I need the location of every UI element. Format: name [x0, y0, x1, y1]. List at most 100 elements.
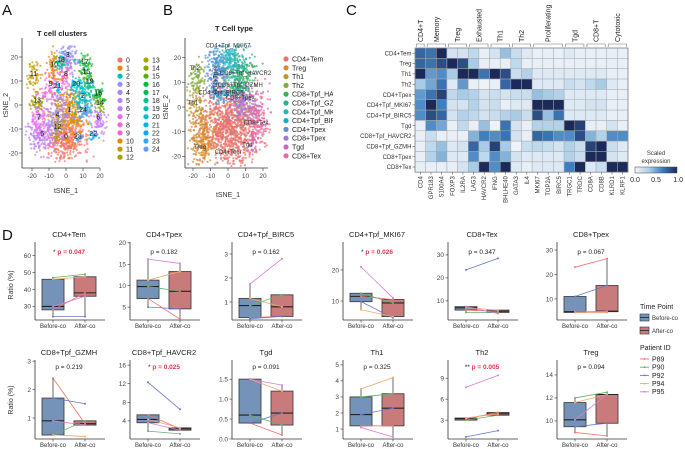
tsne-point	[59, 62, 63, 65]
tsne-point	[212, 103, 215, 106]
tsne-point	[234, 131, 237, 134]
tsne-point	[25, 130, 28, 133]
tsne-point	[34, 103, 37, 106]
tsne-point	[80, 52, 83, 55]
heatmap-cell	[478, 151, 490, 163]
tsne-point	[61, 77, 65, 80]
heatmap-cell	[553, 109, 565, 121]
tsne-point	[206, 160, 209, 164]
tsne-point	[221, 118, 224, 121]
tsne-point	[40, 104, 43, 107]
tsne-point	[66, 151, 69, 154]
tsne-point	[99, 110, 102, 113]
heatmap-cell	[595, 89, 607, 101]
heatmap-cell	[446, 89, 458, 101]
tsne-point	[73, 111, 76, 114]
tsne-point	[88, 95, 92, 98]
legend-swatch	[117, 97, 123, 104]
tsne-point	[196, 132, 199, 135]
tsne-point	[225, 86, 229, 90]
tsne-point	[99, 94, 102, 97]
tsne-point	[79, 60, 82, 64]
tsne-point	[42, 124, 45, 127]
tsne-point	[103, 113, 106, 117]
tsne-point	[97, 111, 100, 114]
tsne-point	[233, 162, 236, 166]
tsne-point	[55, 124, 58, 127]
tsne-point	[201, 123, 204, 126]
tsne-point	[69, 128, 72, 131]
tsne-point	[217, 101, 220, 105]
tsne-point	[32, 140, 35, 143]
legend-label: 13	[152, 58, 160, 65]
legend-swatch	[143, 106, 149, 112]
tsne-point	[195, 163, 198, 166]
tsne-point	[63, 53, 66, 56]
tsne-point	[36, 106, 39, 109]
heatmap-cell	[499, 109, 512, 121]
tsne-point	[65, 72, 68, 76]
group-bracket	[448, 43, 468, 47]
tsne-point	[253, 65, 256, 68]
legend-swatch	[143, 114, 149, 120]
tsne-point	[89, 74, 92, 77]
tsne-point	[201, 133, 204, 136]
tsne-point	[57, 110, 61, 113]
heatmap-cell	[457, 120, 469, 132]
tsne-point	[57, 62, 60, 65]
tsne-point	[214, 134, 217, 137]
tsne-point	[44, 125, 47, 128]
heatmap-cell	[436, 68, 448, 80]
tsne-point	[66, 108, 69, 111]
tsne-point	[202, 118, 205, 121]
tsne-point	[218, 50, 221, 54]
tsne-point	[223, 79, 226, 82]
tsne-point	[45, 61, 48, 65]
legend-swatch	[117, 122, 123, 128]
tsne-point	[37, 109, 40, 113]
tsne-point	[208, 128, 211, 131]
tsne-point	[219, 157, 223, 161]
tsne-point	[210, 51, 213, 54]
tsne-point	[203, 156, 206, 159]
tsne-point	[44, 71, 47, 74]
tsne-point	[45, 91, 49, 94]
tsne-point	[221, 131, 224, 134]
legend-item: Th1	[283, 74, 304, 81]
tsne-point	[55, 133, 59, 136]
legend-item: CD8+Tex	[283, 153, 321, 160]
tsne-point	[27, 122, 30, 125]
tsne-point	[81, 112, 84, 115]
tsne-point	[195, 94, 198, 98]
tsne-point	[63, 113, 66, 116]
legend-label: 23	[152, 139, 160, 146]
tsne-point	[245, 80, 248, 83]
tsne-point	[79, 140, 82, 143]
tsne-point	[52, 112, 55, 115]
tsne-point	[35, 113, 38, 116]
tsne-point	[230, 136, 233, 139]
tsne-point	[105, 120, 108, 123]
tsne-point	[97, 125, 100, 128]
cluster-label: Th1	[188, 101, 199, 107]
tsne-point	[199, 79, 202, 82]
legend-swatch	[117, 154, 123, 160]
tsne-point	[46, 134, 50, 137]
legend-item: 13	[143, 57, 160, 65]
heatmap-cell	[489, 99, 501, 111]
tsne-point	[74, 114, 77, 117]
tsne-point	[42, 127, 46, 130]
cluster-label: 3	[66, 52, 70, 59]
tsne-point	[90, 78, 93, 81]
legend-swatch	[117, 106, 123, 112]
tsne-point	[241, 103, 244, 106]
tsne-point	[63, 91, 67, 94]
tsne-point	[241, 111, 244, 114]
tsne-point	[60, 95, 63, 98]
tsne-point	[54, 139, 57, 143]
tsne-point	[37, 106, 41, 109]
tsne-point	[90, 114, 93, 117]
tsne-point	[59, 154, 62, 158]
heatmap-cell	[510, 58, 522, 69]
column-group: Th1	[490, 30, 510, 47]
